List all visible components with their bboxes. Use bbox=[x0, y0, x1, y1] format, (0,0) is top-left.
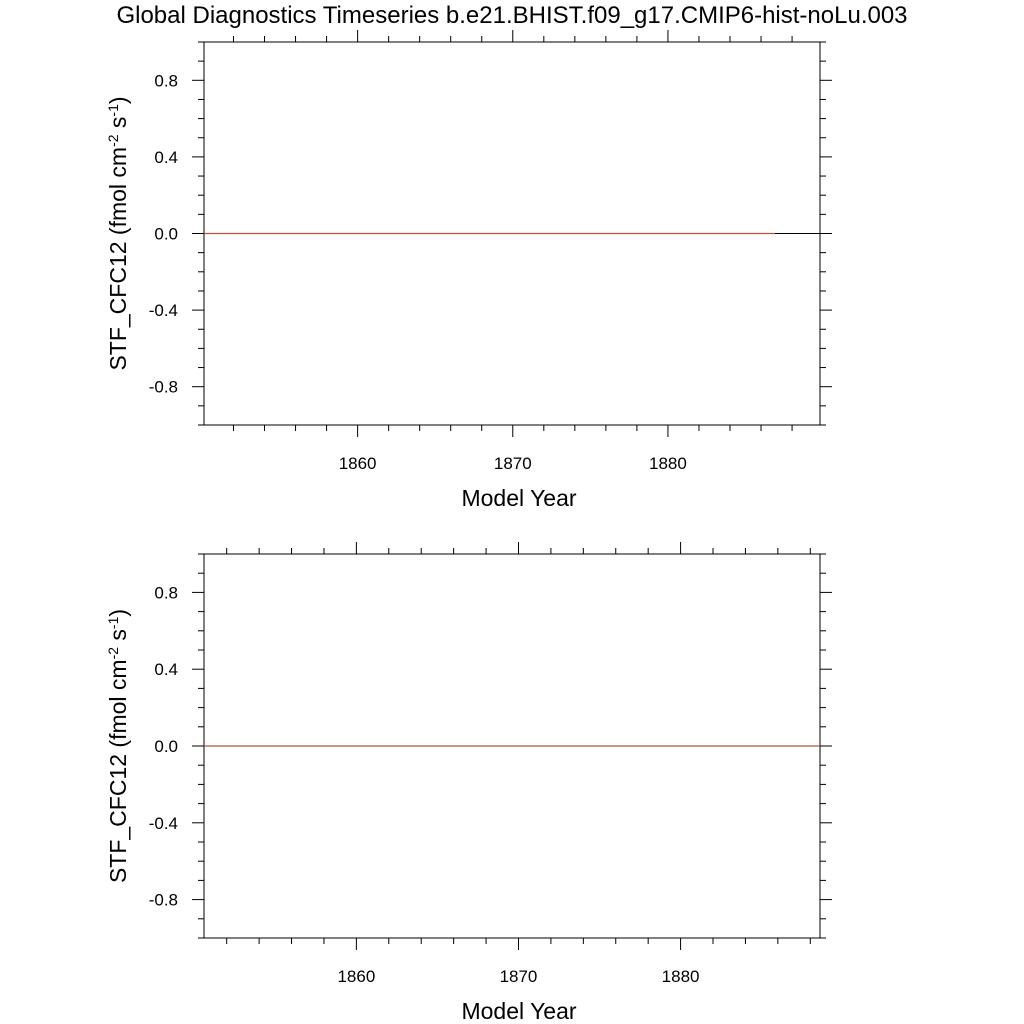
x-tick-label: 1860 bbox=[339, 454, 377, 473]
y-tick-label: 0.8 bbox=[154, 583, 178, 602]
y-tick-label: -0.8 bbox=[149, 891, 178, 910]
x-axis-title: Model Year bbox=[461, 998, 576, 1024]
y-tick-label: 0.8 bbox=[154, 71, 178, 90]
x-tick-label: 1880 bbox=[662, 967, 700, 986]
x-tick-label: 1860 bbox=[337, 967, 375, 986]
y-tick-label: -0.4 bbox=[149, 814, 178, 833]
y-axis-title: STF_CFC12 (fmol cm-2 s-1) bbox=[105, 96, 131, 370]
y-tick-label: -0.4 bbox=[149, 301, 178, 320]
y-tick-label: -0.8 bbox=[149, 378, 178, 397]
y-tick-label: 0.4 bbox=[154, 148, 178, 167]
y-axis-title: STF_CFC12 (fmol cm-2 s-1) bbox=[105, 609, 131, 883]
x-tick-label: 1870 bbox=[500, 967, 538, 986]
x-tick-label: 1870 bbox=[494, 454, 532, 473]
x-axis-title: Model Year bbox=[461, 485, 576, 511]
y-tick-label: 0.4 bbox=[154, 660, 178, 679]
y-tick-label: 0.0 bbox=[154, 737, 178, 756]
chart-title: Global Diagnostics Timeseries b.e21.BHIS… bbox=[116, 2, 908, 29]
y-tick-label: 0.0 bbox=[154, 225, 178, 244]
x-tick-label: 1880 bbox=[649, 454, 687, 473]
